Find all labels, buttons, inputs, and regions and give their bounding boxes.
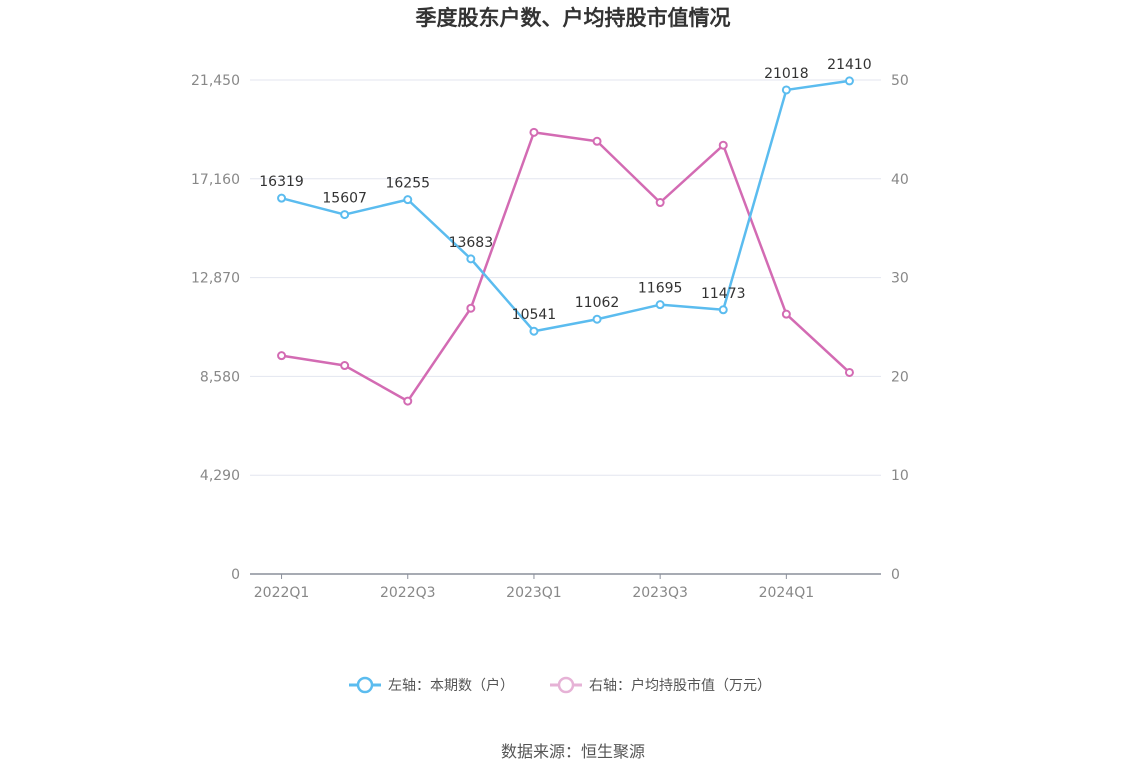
grid-lines <box>250 79 881 476</box>
series-layer: 16319 15607 16255 13683 10541 11062 11695 11473… <box>259 57 872 406</box>
data-label: 11062 <box>575 295 620 311</box>
x-tick-label: 2022Q3 <box>380 585 436 601</box>
data-point-right[interactable] <box>466 303 476 313</box>
left-tick-label: 17,160 <box>191 172 240 188</box>
data-point-left[interactable] <box>340 210 350 220</box>
left-tick-label: 8,580 <box>200 369 240 385</box>
data-label: 21018 <box>764 66 809 82</box>
left-tick-label: 12,870 <box>191 271 240 287</box>
data-label: 13683 <box>449 235 494 251</box>
data-point-left[interactable] <box>403 195 413 205</box>
right-tick-label: 0 <box>891 567 900 583</box>
data-point-left[interactable] <box>655 300 665 310</box>
legend-marker-left <box>356 676 374 694</box>
legend: 左轴：本期数（户） 右轴：户均持股市值（万元） <box>349 676 771 694</box>
data-label: 16255 <box>385 176 430 192</box>
data-label: 15607 <box>322 191 367 207</box>
data-point-right[interactable] <box>592 136 602 146</box>
series-line-left <box>281 79 850 333</box>
right-tick-label: 40 <box>891 172 909 188</box>
x-tick-label: 2023Q3 <box>632 585 688 601</box>
right-tick-label: 30 <box>891 271 909 287</box>
left-tick-label: 21,450 <box>191 73 240 89</box>
data-label: 11695 <box>638 281 683 297</box>
data-point-right[interactable] <box>781 309 791 319</box>
legend-item-left[interactable]: 左轴：本期数（户） <box>349 676 514 694</box>
right-tick-label: 20 <box>891 369 909 385</box>
data-point-left[interactable] <box>718 305 728 315</box>
right-tick-label: 10 <box>891 468 909 484</box>
data-point-left[interactable] <box>277 193 287 203</box>
source-note: 数据来源：恒生聚源 <box>501 742 645 761</box>
x-tick-label: 2022Q1 <box>254 585 310 601</box>
data-point-right[interactable] <box>529 127 539 137</box>
data-point-left[interactable] <box>466 254 476 264</box>
data-point-left[interactable] <box>781 85 791 95</box>
data-point-left[interactable] <box>529 326 539 336</box>
data-point-left[interactable] <box>592 314 602 324</box>
data-point-right[interactable] <box>655 198 665 208</box>
data-point-right[interactable] <box>403 396 413 406</box>
data-label: 10541 <box>512 307 557 323</box>
left-axis-ticks: 0 4,290 8,580 12,870 17,160 21,450 <box>191 73 240 583</box>
data-label: 21410 <box>827 57 872 73</box>
chart-title: 季度股东户数、户均持股市值情况 <box>416 6 731 30</box>
left-tick-label: 4,290 <box>200 468 240 484</box>
data-label: 11473 <box>701 286 746 302</box>
x-tick-label: 2023Q1 <box>506 585 562 601</box>
x-axis-ticks: 2022Q1 2022Q3 2023Q1 2023Q3 2024Q1 <box>254 574 814 601</box>
legend-item-right[interactable]: 右轴：户均持股市值（万元） <box>550 676 771 694</box>
data-label: 16319 <box>259 174 304 190</box>
legend-label-left: 左轴：本期数（户） <box>388 677 514 694</box>
x-tick-label: 2024Q1 <box>759 585 815 601</box>
data-point-right[interactable] <box>718 140 728 150</box>
left-tick-label: 0 <box>231 567 240 583</box>
data-point-left[interactable] <box>844 76 854 86</box>
legend-label-right: 右轴：户均持股市值（万元） <box>589 677 771 694</box>
legend-marker-right <box>557 676 575 694</box>
data-point-right[interactable] <box>277 351 287 361</box>
data-point-right[interactable] <box>340 361 350 371</box>
right-axis-ticks: 0 10 20 30 40 50 <box>891 73 909 583</box>
data-point-right[interactable] <box>844 367 854 377</box>
right-tick-label: 50 <box>891 73 909 89</box>
series-line-right <box>281 131 851 403</box>
